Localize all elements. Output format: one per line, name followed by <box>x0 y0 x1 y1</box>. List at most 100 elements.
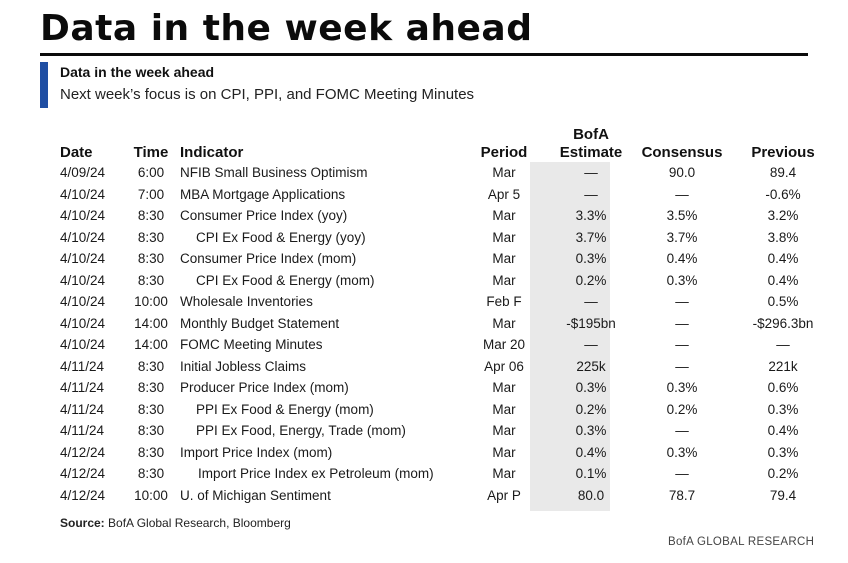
cell-estimate: — <box>584 294 598 309</box>
cell-indicator: Consumer Price Index (yoy) <box>180 208 348 223</box>
cell-indicator: U. of Michigan Sentiment <box>180 487 331 503</box>
cell-estimate: -$195bn <box>566 315 616 331</box>
cell-time: 8:30 <box>137 444 165 460</box>
cell-indicator: PPI Ex Food & Energy (mom) <box>196 401 374 417</box>
cell-time: 8:30 <box>137 466 165 481</box>
cell-period: Mar <box>492 444 516 460</box>
cell-date: 4/12/24 <box>60 444 106 460</box>
cell-period: Mar <box>492 466 516 481</box>
cell-indicator: CPI Ex Food & Energy (yoy) <box>196 229 366 245</box>
cell-time: 7:00 <box>137 186 165 202</box>
cell-time: 8:30 <box>137 401 165 417</box>
cell-time: 6:00 <box>137 165 165 180</box>
cell-indicator: FOMC Meeting Minutes <box>180 337 323 352</box>
table-row: 4/10/24 8:30 CPI Ex Food & Energy (mom) Mar… <box>60 270 836 292</box>
cell-time: 8:30 <box>137 229 165 245</box>
source-text: BofA Global Research, Bloomberg <box>104 516 291 530</box>
cell-consensus: 0.4% <box>666 251 698 266</box>
cell-period: Feb F <box>486 294 522 309</box>
cell-consensus: — <box>675 358 689 374</box>
table-row: 4/12/24 8:30 Import Price Index (mom) Mar 0.… <box>60 442 836 464</box>
cell-indicator: PPI Ex Food, Energy, Trade (mom) <box>196 423 406 438</box>
cell-estimate: 0.3% <box>575 380 607 395</box>
table-header-row: Date Time Indicator Period BofA Estimate… <box>60 118 836 162</box>
cell-period: Apr 5 <box>487 186 521 202</box>
cell-consensus: 0.2% <box>666 401 698 417</box>
table-row: 4/10/24 8:30 Consumer Price Index (yoy) Mar… <box>60 205 836 227</box>
header-estimate: BofA Estimate <box>548 118 634 162</box>
cell-estimate: 0.3% <box>575 423 607 438</box>
cell-consensus: 78.7 <box>668 487 696 503</box>
cell-previous: 89.4 <box>769 165 797 180</box>
source-note: Source: BofA Global Research, Bloomberg <box>60 516 291 530</box>
page-title: Data in the week ahead <box>40 8 533 49</box>
cell-previous: -$296.3bn <box>752 315 814 331</box>
section-title: Data in the week ahead <box>60 64 215 80</box>
table-row: 4/11/24 8:30 Initial Jobless Claims Apr 06 2… <box>60 356 836 378</box>
cell-time: 14:00 <box>134 315 168 331</box>
cell-time: 8:30 <box>137 380 165 395</box>
cell-estimate: 225k <box>576 358 606 374</box>
cell-date: 4/10/24 <box>60 229 106 245</box>
header-date: Date <box>60 144 93 161</box>
cell-date: 4/12/24 <box>60 466 106 481</box>
header-consensus: Consensus <box>641 144 723 161</box>
cell-indicator: Initial Jobless Claims <box>180 358 307 374</box>
cell-period: Apr P <box>487 487 521 503</box>
cell-period: Mar <box>492 229 516 245</box>
cell-period: Mar <box>492 380 516 395</box>
cell-consensus: 0.3% <box>666 444 698 460</box>
cell-consensus: 0.3% <box>666 380 698 395</box>
cell-estimate: 80.0 <box>577 487 605 503</box>
cell-date: 4/11/24 <box>60 401 105 417</box>
cell-previous: 0.2% <box>767 466 799 481</box>
cell-consensus: — <box>675 294 689 309</box>
economic-calendar-table: Date Time Indicator Period BofA Estimate… <box>60 118 836 506</box>
table-row: 4/12/24 8:30 Import Price Index ex Petrole… <box>60 463 836 485</box>
cell-estimate: — <box>584 337 598 352</box>
header-time: Time <box>133 144 169 161</box>
cell-date: 4/11/24 <box>60 380 105 395</box>
cell-period: Mar <box>492 423 516 438</box>
cell-previous: 0.6% <box>767 380 799 395</box>
cell-previous: 79.4 <box>769 487 797 503</box>
brand-logo-text: BofA GLOBAL RESEARCH <box>668 536 815 548</box>
cell-indicator: Producer Price Index (mom) <box>180 380 349 395</box>
cell-date: 4/11/24 <box>60 423 105 438</box>
table-row: 4/10/24 8:30 CPI Ex Food & Energy (yoy) Mar… <box>60 227 836 249</box>
source-label: Source: <box>60 516 105 530</box>
cell-estimate: 0.3% <box>575 251 607 266</box>
cell-indicator: Import Price Index ex Petroleum (mom) <box>198 466 434 481</box>
cell-estimate: 3.3% <box>575 208 607 223</box>
cell-estimate: — <box>584 186 598 202</box>
cell-estimate: 3.7% <box>575 229 607 245</box>
header-period: Period <box>480 144 528 161</box>
cell-estimate: 0.1% <box>575 466 607 481</box>
cell-date: 4/12/24 <box>60 487 106 503</box>
cell-previous: 3.2% <box>767 208 799 223</box>
accent-bar <box>40 62 48 108</box>
header-estimate-line1: BofA <box>573 126 609 143</box>
header-previous: Previous <box>751 144 815 161</box>
table-row: 4/10/24 8:30 Consumer Price Index (mom) Mar… <box>60 248 836 270</box>
cell-previous: -0.6% <box>765 186 801 202</box>
cell-previous: 0.4% <box>767 251 799 266</box>
cell-previous: — <box>776 337 790 352</box>
cell-consensus: 90.0 <box>668 165 696 180</box>
cell-period: Mar <box>492 165 516 180</box>
cell-time: 8:30 <box>137 423 165 438</box>
cell-time: 14:00 <box>134 337 168 352</box>
cell-indicator: MBA Mortgage Applications <box>180 186 346 202</box>
table-row: 4/10/24 14:00 FOMC Meeting Minutes Mar 20 — —… <box>60 334 836 356</box>
cell-consensus: — <box>675 337 689 352</box>
section-description: Next week’s focus is on CPI, PPI, and FO… <box>60 86 475 103</box>
header-indicator: Indicator <box>180 144 244 161</box>
cell-consensus: 3.5% <box>666 208 698 223</box>
cell-date: 4/10/24 <box>60 272 106 288</box>
cell-estimate: 0.2% <box>575 272 607 288</box>
cell-estimate: 0.2% <box>575 401 607 417</box>
table-row: 4/11/24 8:30 PPI Ex Food, Energy, Trade (m… <box>60 420 836 442</box>
cell-indicator: Import Price Index (mom) <box>180 444 333 460</box>
cell-consensus: — <box>675 423 689 438</box>
table-row: 4/11/24 8:30 Producer Price Index (mom) Mar… <box>60 377 836 399</box>
